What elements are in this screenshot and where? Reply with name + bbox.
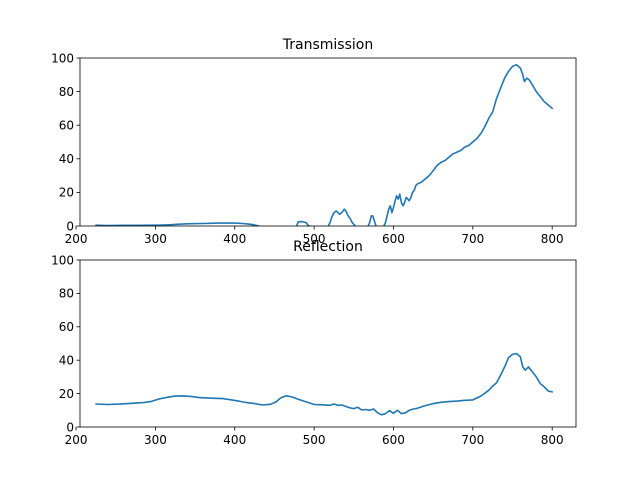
transmission-ytick-label: 80 [59, 85, 74, 99]
reflection-frame [79, 259, 577, 428]
reflection-xtick-label: 300 [144, 433, 167, 447]
transmission-xtick-label: 500 [303, 232, 326, 246]
reflection-xtick-label: 700 [461, 433, 484, 447]
transmission-xtick-label: 300 [144, 232, 167, 246]
transmission-axes: 200 300 400 500 600 700 800 0 20 40 60 80 100 Transmi… [51, 37, 577, 246]
transmission-xtick-label: 700 [461, 232, 484, 246]
transmission-xtick-label: 400 [223, 232, 246, 246]
transmission-title: Transmission [282, 37, 373, 53]
reflection-ytick-label: 80 [59, 287, 74, 301]
transmission-frame [79, 57, 577, 227]
reflection-ytick-label: 60 [59, 320, 74, 334]
transmission-series-line [95, 63, 553, 226]
subplots: 200 300 400 500 600 700 800020406080100Transmi… [51, 37, 577, 447]
transmission-xtick-label: 600 [382, 232, 405, 246]
reflection-ytick-label: 0 [66, 420, 74, 434]
reflection-axes: 200 300 400 500 600 700 800 0 20 40 60 80 100 Reflect… [51, 239, 577, 447]
transmission-xtick-label: 800 [541, 232, 564, 246]
transmission-ytick-label: 40 [59, 152, 74, 166]
transmission-xtick-label: 200 [65, 232, 88, 246]
reflection-ytick-label: 40 [59, 354, 74, 368]
reflection-xtick-label: 400 [223, 433, 246, 447]
reflection-ytick-label: 20 [59, 387, 74, 401]
reflection-xtick-label: 200 [65, 433, 88, 447]
transmission-ytick-label: 100 [51, 51, 74, 65]
transmission-ytick-label: 0 [66, 219, 74, 233]
reflection-xtick-label: 600 [382, 433, 405, 447]
transmission-ytick-label: 20 [59, 186, 74, 200]
reflection-ytick-label: 100 [51, 253, 74, 267]
reflection-series-line [95, 352, 553, 416]
reflection-xtick-label: 500 [303, 433, 326, 447]
transmission-ytick-label: 60 [59, 119, 74, 133]
reflection-xtick-label: 800 [541, 433, 564, 447]
reflection-title: Reflection [293, 239, 363, 255]
